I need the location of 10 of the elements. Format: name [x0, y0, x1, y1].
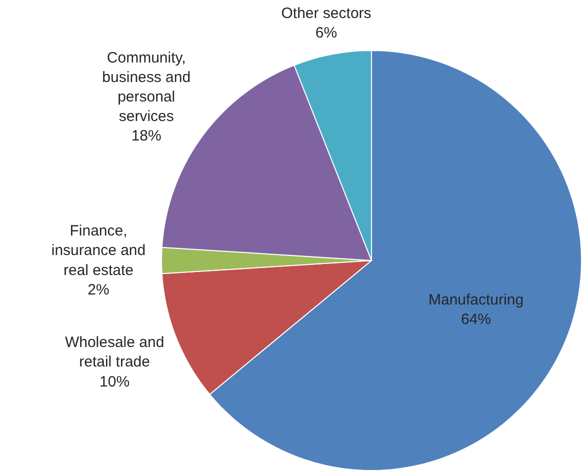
slice-label: Wholesale and retail trade [64, 334, 164, 371]
slice-label: Manufacturing [428, 291, 524, 308]
data-label: 18% [131, 128, 162, 145]
slice-label: Other sectors [281, 5, 372, 22]
slice-label: Community, business and personal services [102, 49, 191, 125]
data-label: 2% [88, 281, 110, 298]
slice-label: Finance, insurance and real estate [51, 222, 146, 279]
data-label: 64% [460, 310, 492, 328]
data-label: 6% [315, 24, 338, 42]
data-label: 10% [100, 373, 130, 390]
